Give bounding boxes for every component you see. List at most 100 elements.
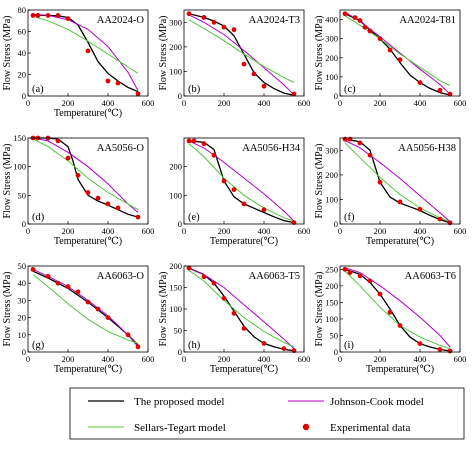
- data-point: [437, 216, 443, 222]
- x-axis-label: Temperature(℃): [54, 108, 122, 119]
- y-tick-label: 30: [18, 295, 27, 305]
- chart-panel-2: 0 200 400 600 0 100 200 300 AA2024-T3 (b) Flow Str…: [158, 9, 310, 108]
- x-tick-label: 0: [26, 98, 30, 108]
- x-tick-label: 0: [182, 98, 186, 108]
- panel-title: AA6063-T5: [249, 271, 300, 282]
- y-tick-label: 300: [169, 17, 182, 27]
- data-point: [30, 267, 36, 272]
- panel-title: AA5056-O: [97, 143, 145, 154]
- data-point: [342, 11, 348, 17]
- legend-label-experimental: Experimental data: [330, 422, 410, 434]
- data-point: [342, 266, 348, 272]
- x-tick-label: 400: [414, 226, 427, 236]
- data-point: [231, 27, 237, 33]
- data-point: [105, 78, 111, 84]
- data-point: [347, 270, 353, 275]
- data-point: [447, 220, 453, 226]
- series-line-proposed: [33, 137, 139, 218]
- data-point: [347, 136, 353, 142]
- data-point: [357, 18, 363, 23]
- series-line-sellars-tegart: [344, 15, 451, 86]
- x-tick-label: 600: [298, 226, 311, 236]
- x-tick-label: 400: [258, 226, 271, 236]
- data-point: [291, 91, 297, 97]
- x-tick-label: 600: [454, 98, 467, 108]
- panel-letter: (f): [344, 212, 355, 223]
- x-tick-label: 600: [454, 226, 467, 236]
- data-point: [211, 280, 217, 286]
- data-point: [357, 273, 363, 279]
- data-point: [35, 13, 41, 18]
- data-point: [387, 47, 393, 53]
- data-point: [377, 179, 383, 185]
- y-axis-label: Flow Stress (MPa): [2, 15, 13, 90]
- y-axis-label: Flow Stress (MPa): [2, 143, 13, 218]
- data-point: [261, 207, 267, 213]
- y-tick-label: 80: [18, 5, 27, 15]
- x-tick-label: 600: [142, 354, 155, 364]
- data-point: [85, 48, 91, 54]
- x-tick-label: 0: [338, 98, 342, 108]
- y-tick-label: 10: [18, 330, 27, 340]
- data-point: [342, 136, 348, 142]
- x-tick-label: 0: [338, 354, 342, 364]
- data-point: [135, 91, 141, 97]
- series-line-sellars-tegart: [344, 142, 451, 222]
- panel-title: AA2024-T81: [399, 15, 456, 26]
- chart-panel-9: 0 200 400 600 0 50 100 150 200 250 AA6063-T6 (i) Tem…: [314, 264, 466, 375]
- series-line-sellars-tegart: [32, 274, 139, 344]
- x-axis-label: Temperature(℃): [366, 364, 434, 375]
- data-point: [417, 206, 423, 212]
- x-tick-label: 200: [218, 226, 231, 236]
- y-tick-label: 50: [18, 190, 27, 200]
- data-point: [417, 341, 423, 347]
- y-axis-label: Flow Stress (MPa): [2, 271, 13, 346]
- plot-frame: [27, 137, 149, 225]
- x-tick-label: 400: [258, 98, 271, 108]
- data-point: [95, 306, 101, 312]
- chart-panel-5: 0 200 400 600 0 100 200 AA5056-H34 (e) Temperatur…: [169, 137, 311, 247]
- y-tick-label: 100: [169, 304, 182, 314]
- panel-letter: (i): [344, 340, 354, 351]
- data-point: [241, 61, 247, 67]
- x-tick-label: 200: [62, 354, 75, 364]
- data-point: [281, 346, 287, 351]
- panel-title: AA5056-H38: [398, 143, 456, 154]
- series-line-johnson-cook: [344, 140, 451, 222]
- panel-letter: (g): [32, 340, 45, 351]
- x-tick-label: 200: [218, 98, 231, 108]
- chart-panel-3: 0 200 400 600 0 100 200 300 400 AA2024-T81 (c) Flow…: [314, 9, 467, 108]
- panel-title: AA6063-T6: [405, 271, 456, 282]
- data-point: [362, 24, 368, 30]
- y-tick-label: 50: [330, 330, 339, 340]
- x-tick-label: 0: [182, 354, 186, 364]
- data-point: [211, 19, 217, 25]
- panel-title: AA6063-O: [97, 271, 145, 282]
- x-tick-label: 400: [258, 354, 271, 364]
- panel-letter: (b): [188, 84, 201, 95]
- x-axis-label: Temperature(℃): [210, 364, 278, 375]
- x-tick-label: 400: [414, 354, 427, 364]
- x-tick-label: 600: [298, 354, 311, 364]
- y-tick-label: 300: [325, 34, 338, 44]
- data-point: [417, 80, 423, 85]
- x-tick-label: 200: [62, 226, 75, 236]
- y-tick-label: 100: [169, 190, 182, 200]
- data-point: [75, 289, 81, 295]
- y-tick-label: 0: [334, 91, 338, 101]
- data-point: [397, 57, 403, 63]
- x-axis-label: Temperature(℃): [210, 236, 278, 247]
- x-axis-label: Temperature(℃): [366, 236, 434, 247]
- data-point: [105, 201, 111, 207]
- x-tick-label: 200: [218, 354, 231, 364]
- y-tick-label: 250: [325, 264, 338, 274]
- y-tick-label: 50: [18, 261, 27, 271]
- y-axis-label: Flow Stress (MPa): [158, 15, 169, 90]
- panel-title: AA2024-O: [97, 15, 145, 26]
- plot-frame: [183, 9, 305, 97]
- data-point: [125, 332, 131, 338]
- x-tick-label: 0: [26, 354, 30, 364]
- y-axis-label: Flow Stress (MPa): [314, 271, 325, 346]
- legend-box: [69, 387, 465, 440]
- x-tick-label: 400: [102, 354, 115, 364]
